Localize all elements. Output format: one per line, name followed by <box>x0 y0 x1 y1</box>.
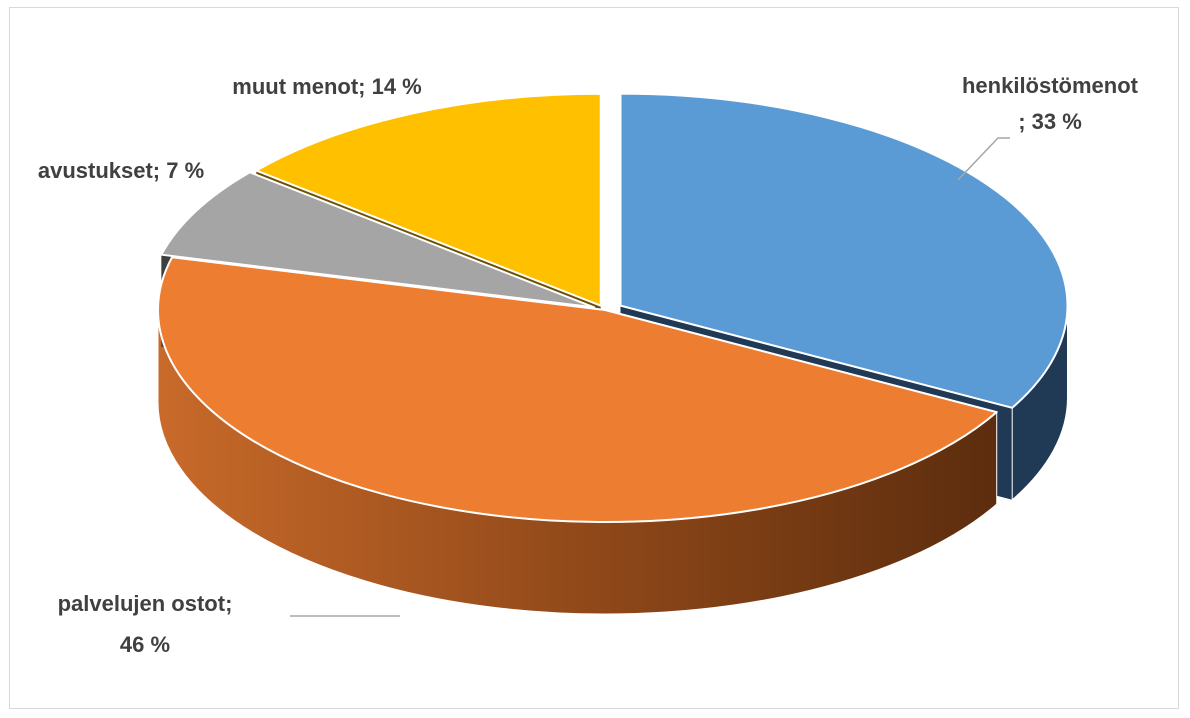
data-label-palvelujenostot-line: palvelujen ostot; <box>58 591 233 616</box>
pie-slice-muutmenot[interactable] <box>255 92 602 307</box>
leader-line-henkilstmenot <box>957 137 1010 181</box>
data-label-muutmenot: muut menot; 14 % <box>232 74 421 99</box>
pie-slice-avustukset[interactable] <box>160 171 596 309</box>
pie-chart: henkilöstömenot ; 33 % palvelujen ostot; 46… <box>38 73 1139 657</box>
data-label-avustukset-line: avustukset; 7 % <box>38 158 204 183</box>
data-label-palvelujenostot-line: 46 % <box>120 632 170 657</box>
pie-slice-henkilstmenot[interactable] <box>619 92 1069 409</box>
chart-area: henkilöstömenot ; 33 % palvelujen ostot; 46… <box>9 7 1179 709</box>
data-label-henkilstmenot: henkilöstömenot ; 33 % <box>962 73 1139 134</box>
data-label-palvelujenostot: palvelujen ostot; 46 % <box>58 591 233 657</box>
data-label-muutmenot-line: muut menot; 14 % <box>232 74 421 99</box>
data-label-henkilstmenot-line: ; 33 % <box>1018 109 1082 134</box>
pie-slice-palvelujenostot[interactable] <box>157 256 998 523</box>
data-label-avustukset: avustukset; 7 % <box>38 158 204 183</box>
data-label-henkilstmenot-line: henkilöstömenot <box>962 73 1139 98</box>
